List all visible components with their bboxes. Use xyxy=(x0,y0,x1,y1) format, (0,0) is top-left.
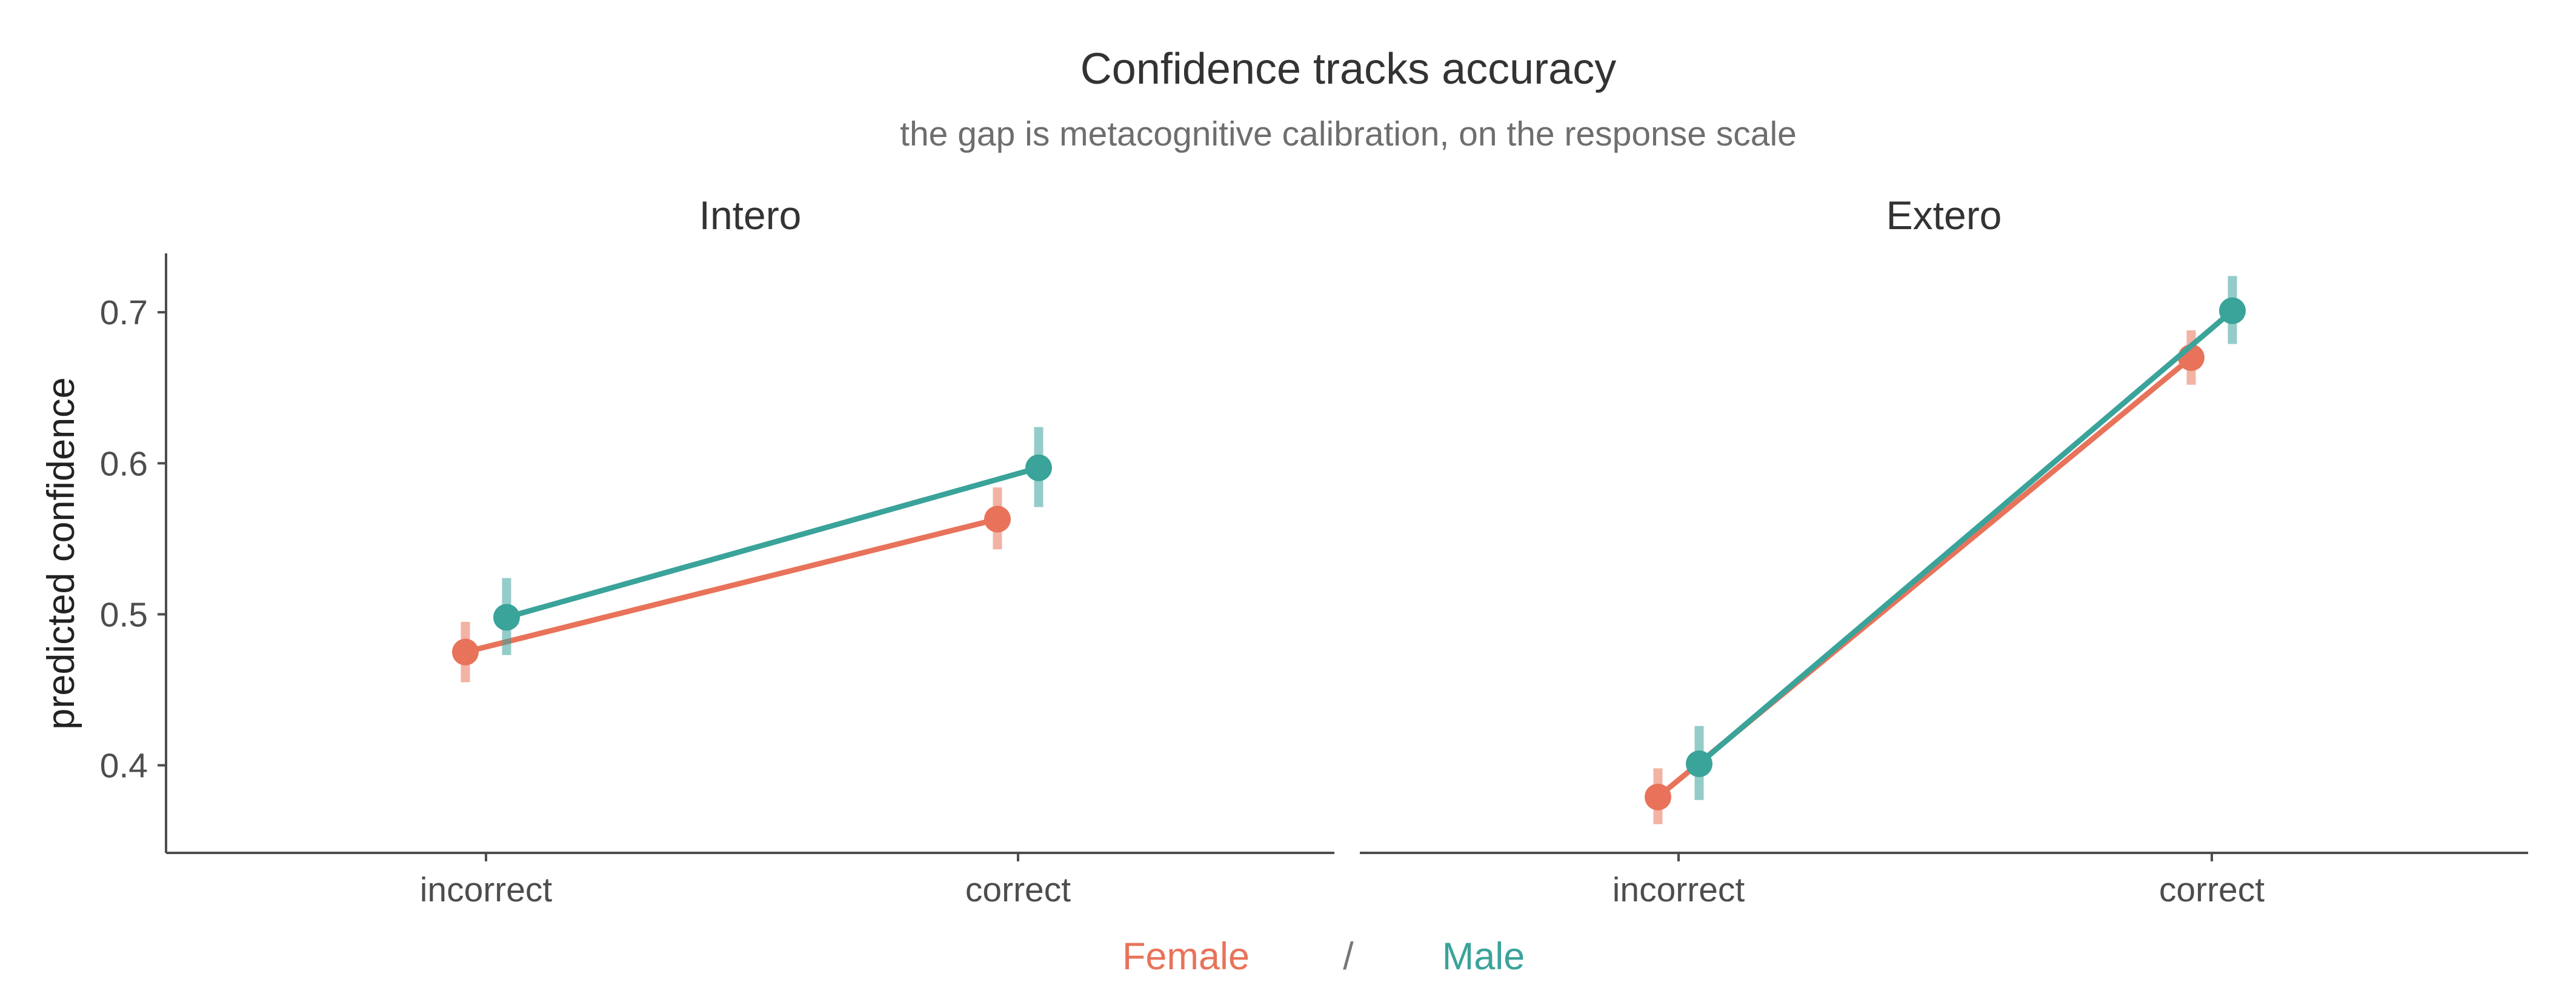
legend-separator: / xyxy=(1343,935,1354,978)
legend-entry-male: Male xyxy=(1442,935,1525,978)
series-line-female-intero xyxy=(464,516,999,655)
chart-title: Confidence tracks accuracy xyxy=(1080,45,1616,93)
legend: Female / Male xyxy=(1122,935,1525,978)
data-point-male-extero xyxy=(2219,297,2246,324)
data-point-male-intero xyxy=(493,604,520,631)
data-point-male-intero xyxy=(1025,454,1052,481)
x-tick-label: correct xyxy=(2159,870,2265,909)
panel-extero: Extero incorrect correct xyxy=(1360,193,2528,909)
x-tick-label: correct xyxy=(965,870,1071,909)
data-point-female-intero xyxy=(452,638,479,666)
x-tick-label: incorrect xyxy=(1612,870,1745,909)
data-point-female-intero xyxy=(984,506,1011,533)
y-tick-label: 0.4 xyxy=(100,747,148,786)
y-tick-label: 0.6 xyxy=(100,444,148,483)
series-line-male-intero xyxy=(505,465,1040,620)
chart-subtitle: the gap is metacognitive calibration, on… xyxy=(900,115,1797,153)
legend-entry-female: Female xyxy=(1122,935,1250,978)
series-line-male-extero xyxy=(1697,309,2234,766)
panel-intero: Intero 0.4 0.5 0.6 0.7 incorrect correct xyxy=(100,193,1334,909)
x-tick-label: incorrect xyxy=(420,870,553,909)
facet-label-extero: Extero xyxy=(1886,193,2002,238)
data-point-male-extero xyxy=(1686,750,1712,778)
y-axis-label: predicted confidence xyxy=(40,377,82,729)
data-point-female-extero xyxy=(1645,783,1671,810)
y-tick-label: 0.7 xyxy=(100,293,148,332)
y-tick-label: 0.5 xyxy=(100,595,148,634)
facet-label-intero: Intero xyxy=(699,193,802,238)
